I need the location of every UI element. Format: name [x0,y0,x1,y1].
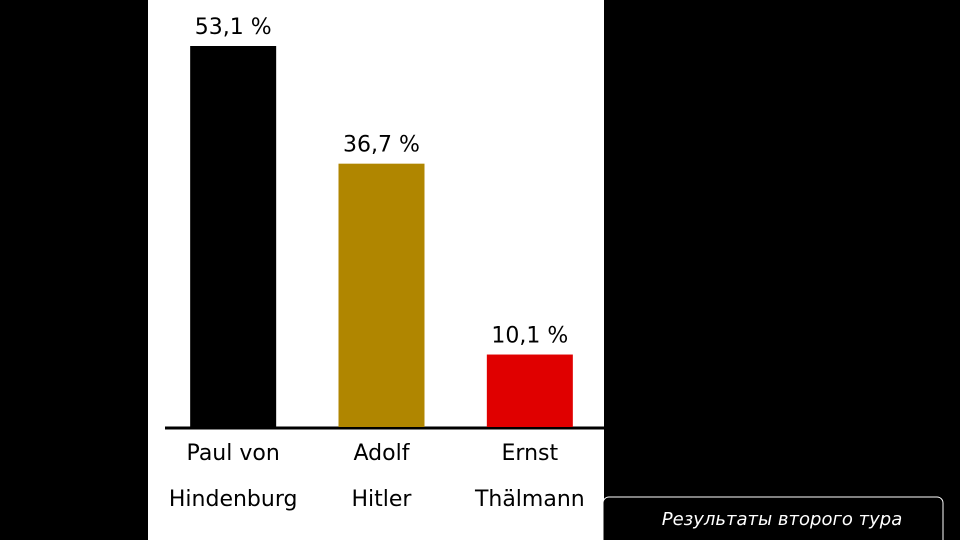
caption: Результаты второго тура [662,509,903,530]
x-tick-label: Hindenburg [169,487,298,512]
x-tick-label: Hitler [352,487,413,512]
value-label: 10,1 % [491,324,568,349]
x-tick-label: Paul von [187,441,280,466]
x-tick-label: Ernst [502,441,559,466]
value-label: 36,7 % [343,133,420,158]
value-label: 53,1 % [195,15,272,40]
bar [338,163,425,428]
bar [486,354,573,427]
x-tick-label: Thälmann [474,487,585,512]
bar [190,46,277,427]
x-tick-label: Adolf [354,441,411,466]
caption-box [602,496,944,540]
